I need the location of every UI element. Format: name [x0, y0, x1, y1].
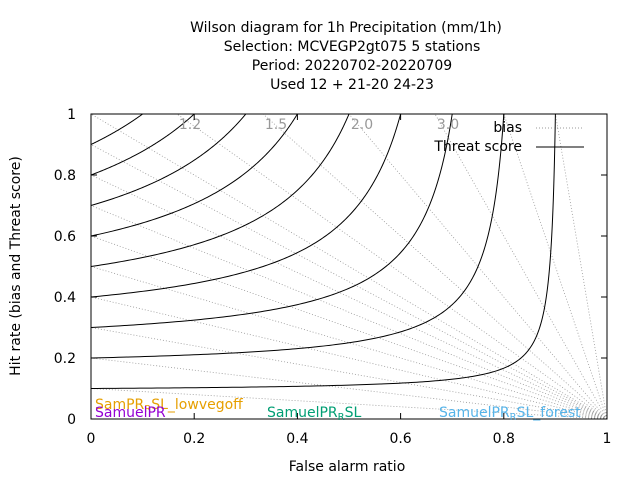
y-tick-label: 0.2 — [54, 351, 76, 367]
bias-isoline-labels: 1.2 1.5 2.0 3.0 — [179, 117, 459, 133]
y-tick-label: 0 — [67, 412, 76, 428]
threat-score-isoline — [90, 113, 195, 176]
title-line-3: Period: 20220702-20220709 — [252, 58, 452, 74]
y-tick-label: 1 — [67, 107, 76, 123]
x-tick-label: 0 — [87, 431, 96, 447]
bias-isoline-label: 1.2 — [179, 117, 201, 133]
series-label-samuelpr-sl: SamuelPRRSL — [267, 405, 361, 423]
threat-score-isoline — [90, 113, 298, 237]
series-label-sub: R — [144, 404, 151, 415]
bias-isoline — [90, 144, 608, 420]
bias-isoline — [348, 113, 608, 420]
threat-score-isoline — [90, 114, 556, 389]
bias-isoline — [555, 113, 608, 420]
series-label-sub: R — [338, 412, 345, 423]
x-tick-label: 0.2 — [183, 431, 205, 447]
series-label-main: SamPR — [95, 397, 145, 413]
x-tick-label: 1 — [603, 431, 612, 447]
y-tick-label: 0.4 — [54, 290, 76, 306]
title-line-4: Used 12 + 21-20 24-23 — [270, 77, 434, 93]
legend: bias Threat score — [433, 120, 584, 155]
y-tick-label: 0.6 — [54, 229, 76, 245]
threat-score-isolines — [90, 113, 556, 389]
chart-title: Wilson diagram for 1h Precipitation (mm/… — [190, 20, 502, 93]
bias-isoline — [434, 113, 608, 420]
bias-isoline — [90, 235, 608, 420]
bias-isoline-label: 1.5 — [265, 117, 287, 133]
bias-isoline — [90, 174, 608, 420]
series-label-samuelpr: SamuelPR — [95, 405, 166, 421]
threat-score-isoline — [90, 113, 350, 267]
series-label-rest: SL — [345, 405, 362, 421]
legend-threat-score-label: Threat score — [433, 139, 522, 155]
series-labels: SamPRRSL_lowvegoff SamuelPR SamuelPRRSL … — [95, 397, 581, 423]
y-tick-label: 0.8 — [54, 168, 76, 184]
bias-isoline-label: 2.0 — [351, 117, 373, 133]
plot-frame — [90, 113, 608, 420]
threat-score-isoline — [90, 113, 453, 328]
series-label-samuelpr-sl-forest: SamuelPRRSL_forest — [439, 405, 581, 423]
bias-isoline — [90, 113, 608, 420]
y-axis-ticks: 0 0.2 0.4 0.6 0.8 1 — [54, 107, 607, 428]
series-label-sub: R — [510, 412, 517, 423]
bias-isoline — [90, 296, 608, 420]
x-tick-label: 0.6 — [389, 431, 411, 447]
bias-isoline-label: 3.0 — [437, 117, 459, 133]
x-axis-label: False alarm ratio — [289, 459, 406, 475]
bias-isoline — [176, 113, 608, 420]
bias-isoline — [262, 113, 608, 420]
title-line-1: Wilson diagram for 1h Precipitation (mm/… — [190, 20, 502, 36]
x-tick-label: 0.4 — [286, 431, 308, 447]
series-label-rest: SL_forest — [517, 405, 582, 421]
x-axis-ticks: 0 0.2 0.4 0.6 0.8 1 — [87, 114, 612, 447]
x-tick-label: 0.8 — [493, 431, 515, 447]
threat-score-isoline — [90, 113, 402, 298]
bias-isoline — [90, 205, 608, 420]
threat-score-isoline — [90, 113, 505, 359]
series-label-main: SamuelPR — [267, 405, 338, 421]
bias-isoline — [90, 327, 608, 420]
bias-isoline — [90, 357, 608, 420]
bias-isoline — [503, 113, 608, 420]
threat-score-isoline — [90, 113, 247, 206]
y-axis-label: Hit rate (bias and Threat score) — [8, 156, 24, 376]
series-label-rest: SL_lowvegoff — [151, 397, 243, 413]
bias-isoline — [90, 388, 608, 420]
series-label-main: SamuelPR — [439, 405, 510, 421]
legend-bias-label: bias — [493, 120, 522, 136]
title-line-2: Selection: MCVEGP2gt075 5 stations — [224, 39, 481, 55]
series-label-samprsl-lowvegoff: SamPRRSL_lowvegoff — [95, 397, 243, 415]
bias-isolines — [90, 113, 608, 420]
